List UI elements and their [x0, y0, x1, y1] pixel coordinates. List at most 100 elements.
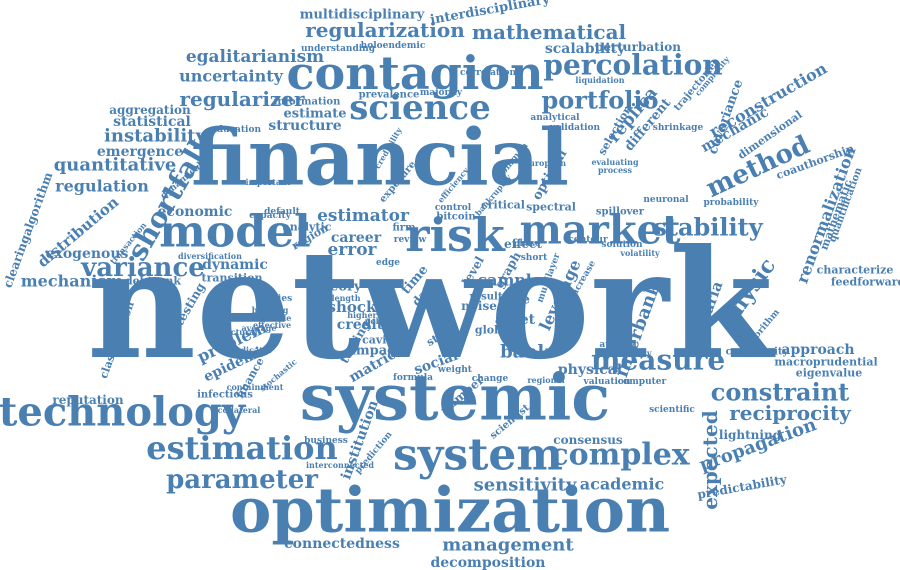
word-consensus: consensus: [553, 433, 623, 447]
word-understanding: understanding: [301, 44, 376, 54]
word-estimation: estimation: [146, 429, 337, 467]
word-science: science: [349, 88, 490, 128]
word-short: short: [521, 253, 548, 263]
word-majority: majority: [420, 88, 463, 98]
word-shrinkage: shrinkage: [653, 123, 704, 133]
word-formula: formula: [393, 373, 433, 383]
word-career: career: [331, 230, 382, 246]
word-transition: transition: [202, 272, 263, 285]
word-uncertainty: uncertainty: [179, 67, 283, 86]
word-statistical: statistical: [113, 114, 191, 130]
word-impact: impact: [351, 344, 401, 359]
word-weight: weight: [437, 365, 473, 375]
word-computer: computer: [618, 377, 667, 387]
word-credit: credit: [337, 317, 384, 333]
word-mechanism: mechanism: [21, 272, 124, 291]
word-financial: financial: [191, 113, 569, 204]
word-multidisciplinary: multidisciplinary: [300, 8, 425, 23]
word-management: management: [442, 535, 574, 556]
word-default: default: [264, 207, 301, 217]
word-infectious: infectious: [197, 390, 253, 401]
word-expected: expected: [698, 410, 722, 509]
word-constraint: constraint: [711, 378, 850, 407]
word-capacity: capacity: [249, 211, 291, 221]
word-holoendemic: holoendemic: [361, 41, 426, 51]
word-theory: theory: [315, 280, 362, 295]
word-structure: structure: [268, 118, 341, 134]
word-economic: economic: [158, 204, 233, 220]
word-sensitivity: sensitivity: [474, 475, 577, 496]
word-process: process: [598, 165, 633, 175]
word-prevalence: prevalence: [359, 90, 420, 101]
word-shock: shock: [328, 298, 377, 316]
word-probability: probability: [703, 198, 759, 208]
word-spectral: spectral: [526, 201, 576, 214]
word-result: result: [470, 292, 503, 303]
word-scalability: scalability: [545, 41, 626, 57]
word-debtrank: debtrank: [125, 275, 181, 288]
word-instability: instability: [104, 126, 206, 147]
word-neuronal: neuronal: [643, 195, 689, 205]
word-aggregation: aggregation: [109, 103, 191, 117]
word-parameter: parameter: [166, 465, 318, 495]
word-phase: phase: [514, 238, 540, 248]
word-macroprudential: macroprudential: [774, 356, 877, 369]
word-review: review: [394, 235, 427, 245]
word-measure: measure: [591, 344, 725, 377]
word-network: network: [87, 217, 776, 393]
word-important: important: [245, 177, 290, 187]
word-structural: structural: [212, 327, 257, 337]
word-average: average: [241, 323, 276, 333]
word-reputation: reputation: [52, 393, 123, 407]
word-sample: sample: [478, 271, 542, 290]
word-information: information: [274, 97, 341, 108]
word-analytic: analytic: [283, 221, 332, 234]
word-european: european: [524, 158, 566, 168]
word-evaluating: evaluating: [591, 157, 639, 167]
word-regulation: regulation: [55, 177, 149, 196]
word-quantitative: quantitative: [54, 155, 177, 176]
word-noise: noise: [461, 299, 497, 313]
word-connectedness: connectedness: [284, 536, 400, 552]
word-approach: approach: [781, 342, 854, 358]
word-feedforward: feedforward: [831, 276, 900, 289]
word-correlation: correlation: [460, 68, 517, 78]
word-physical: physical: [558, 362, 622, 378]
word-eigenvalue: eigenvalue: [796, 367, 863, 380]
word-risk: risk: [405, 208, 506, 262]
word-systemic: systemic: [300, 361, 611, 436]
word-case: case: [498, 293, 530, 308]
word-applied: applied: [599, 340, 637, 350]
word-decomposition: decomposition: [430, 555, 545, 570]
word-portfolio: portfolio: [541, 86, 658, 115]
word-firm: firm: [392, 223, 416, 234]
word-model: model: [159, 207, 310, 258]
word-critical: critical: [481, 199, 525, 212]
word-regularizer: regularizer: [179, 87, 305, 111]
word-edge: edge: [376, 258, 400, 268]
word-complex: complex: [550, 438, 690, 473]
word-community: community: [726, 347, 790, 358]
word-reciprocity: reciprocity: [729, 401, 852, 425]
word-exogenous: exogenous: [46, 246, 129, 262]
word-solution: solution: [601, 240, 643, 250]
word-education: education: [211, 125, 261, 135]
word-error: error: [327, 240, 377, 260]
word-valuation: valuation: [583, 377, 631, 387]
word-technology: technology: [0, 389, 247, 436]
word-business: business: [304, 436, 348, 446]
word-emergence: emergence: [97, 144, 183, 160]
word-bitcoin: bitcoin: [436, 212, 476, 223]
word-egalitarianism: egalitarianism: [186, 47, 324, 67]
word-regularization: regularization: [305, 18, 465, 42]
word-validation: validation: [549, 123, 601, 133]
word-characterize: characterize: [817, 264, 894, 277]
word-containment: containment: [227, 382, 284, 392]
word-percolation: percolation: [543, 49, 722, 82]
word-system: system: [393, 430, 563, 481]
word-policy: policy: [365, 316, 392, 326]
word-bank: bank: [500, 342, 550, 363]
word-regional: regional: [527, 375, 564, 385]
word-dynamic: dynamic: [202, 257, 268, 273]
